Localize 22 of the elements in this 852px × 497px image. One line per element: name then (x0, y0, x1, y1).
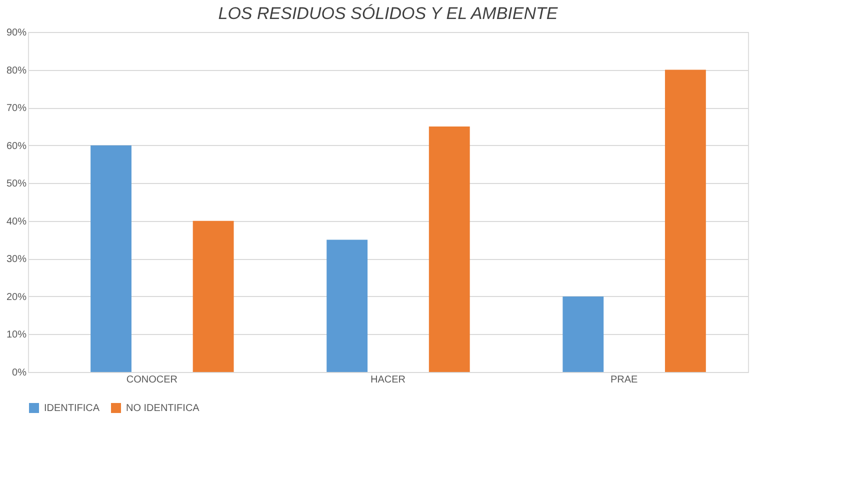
y-tick-label: 90% (6, 28, 27, 38)
y-tick-label: 10% (6, 330, 27, 341)
y-tick-label: 60% (6, 140, 27, 152)
chart-title: LOS RESIDUOS SÓLIDOS Y EL AMBIENTE (218, 4, 558, 23)
y-tick-label: 50% (6, 178, 27, 190)
bar (90, 145, 132, 372)
x-tick-label: PRAE (610, 374, 638, 386)
x-tick-label: HACER (370, 374, 406, 386)
bar (326, 240, 368, 372)
y-tick-label: 30% (6, 254, 27, 266)
y-tick-label: 40% (6, 216, 27, 228)
legend-label: NO IDENTIFICA (126, 403, 200, 414)
x-tick-label: CONOCER (126, 374, 178, 386)
bar (428, 126, 470, 372)
bar (664, 70, 706, 372)
y-tick-label: 20% (6, 292, 27, 303)
bar (192, 220, 234, 372)
bar (562, 296, 604, 372)
y-tick-label: 70% (6, 103, 27, 114)
y-tick-label: 80% (6, 65, 27, 76)
legend-label: IDENTIFICA (44, 403, 100, 414)
y-tick-label: 0% (12, 368, 27, 378)
